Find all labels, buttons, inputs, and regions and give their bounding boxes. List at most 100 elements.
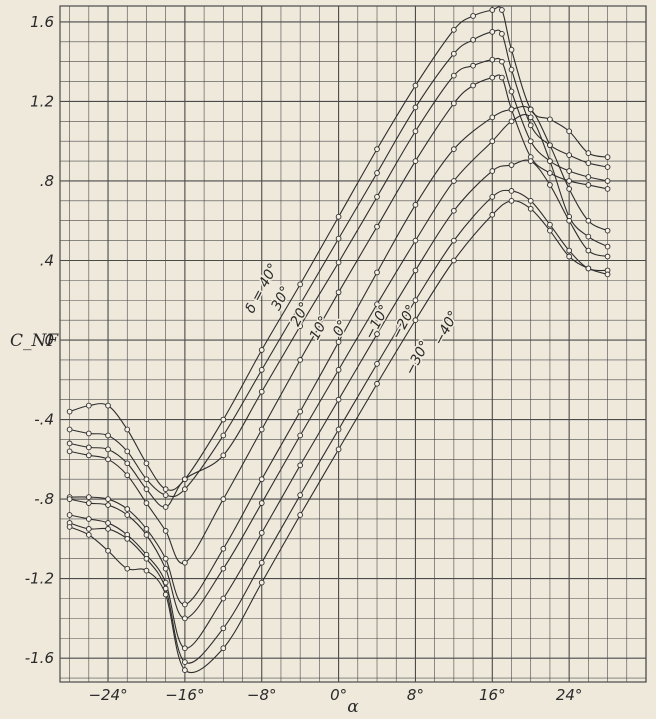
data-point — [374, 361, 380, 367]
data-point — [585, 233, 592, 240]
data-point — [143, 532, 150, 538]
data-point — [220, 595, 227, 602]
x-axis-label: α — [347, 697, 359, 717]
data-point — [412, 237, 419, 244]
data-point — [220, 416, 227, 423]
data-point — [508, 106, 515, 113]
data-point — [162, 504, 169, 510]
data-point — [508, 118, 515, 125]
data-point — [66, 440, 73, 447]
data-point — [297, 432, 304, 439]
data-point — [124, 448, 131, 455]
data-point — [220, 496, 227, 502]
data-point — [412, 201, 419, 208]
data-point — [220, 545, 227, 552]
series-2 — [66, 56, 611, 510]
data-point — [566, 178, 572, 184]
series-8 — [66, 197, 611, 674]
y-tick-label: 0 — [44, 331, 54, 349]
data-point — [585, 160, 592, 166]
data-point — [604, 253, 611, 260]
data-point — [374, 194, 380, 200]
data-point — [585, 182, 592, 188]
data-point — [604, 186, 611, 192]
y-tick-label: -.4 — [34, 411, 54, 429]
data-point — [297, 492, 304, 498]
data-point — [547, 182, 553, 188]
series-1 — [66, 28, 611, 498]
data-point — [374, 301, 380, 308]
grid-lines — [59, 5, 647, 683]
data-point — [508, 66, 515, 73]
data-point — [105, 432, 111, 439]
data-point — [124, 506, 131, 512]
data-point — [85, 494, 92, 500]
data-point — [547, 158, 553, 164]
data-point — [508, 88, 515, 95]
data-point — [162, 555, 169, 562]
data-point — [489, 7, 496, 13]
data-point — [85, 444, 92, 451]
data-point — [604, 154, 611, 160]
data-point — [220, 645, 227, 652]
data-point — [604, 164, 611, 170]
data-point — [143, 567, 150, 574]
data-point — [258, 579, 265, 586]
data-point — [143, 486, 150, 492]
data-point — [143, 555, 150, 562]
data-point — [374, 331, 380, 337]
data-point — [604, 178, 611, 184]
data-point — [374, 269, 380, 276]
data-point — [258, 476, 265, 483]
data-point — [297, 512, 304, 518]
data-point — [566, 186, 572, 192]
data-point — [499, 74, 505, 81]
data-point — [182, 486, 188, 492]
data-point — [335, 396, 342, 403]
data-point — [499, 30, 505, 37]
data-point — [143, 526, 150, 532]
data-point — [412, 317, 419, 323]
data-point — [297, 357, 304, 363]
data-point — [66, 426, 73, 433]
data-point — [451, 72, 457, 79]
data-point — [499, 7, 505, 13]
data-point — [489, 168, 496, 174]
data-point — [508, 197, 515, 204]
series-label: 20° — [288, 300, 314, 329]
data-point — [335, 289, 342, 296]
data-point — [335, 426, 342, 433]
data-point — [162, 591, 169, 598]
data-point — [66, 496, 73, 502]
data-point — [508, 188, 515, 194]
data-point — [374, 380, 380, 387]
data-point — [220, 565, 227, 572]
data-point — [547, 142, 553, 149]
data-point — [412, 128, 419, 135]
data-point — [297, 323, 304, 329]
data-point — [547, 227, 553, 234]
data-point — [604, 243, 611, 250]
data-point — [85, 532, 92, 538]
series-5 — [66, 114, 611, 622]
data-point — [105, 526, 111, 532]
data-point — [508, 162, 515, 168]
data-point — [297, 408, 304, 415]
data-point — [105, 547, 111, 554]
plot-frame — [59, 5, 647, 683]
data-point — [585, 265, 592, 272]
data-point — [412, 297, 419, 304]
series-line — [69, 29, 608, 498]
data-point — [105, 520, 111, 526]
series-0 — [66, 6, 611, 492]
data-point — [182, 645, 188, 652]
data-point — [527, 106, 534, 113]
data-point — [585, 174, 592, 180]
data-point — [297, 281, 304, 288]
y-tick-label: -1.6 — [25, 649, 54, 667]
data-point — [451, 207, 457, 214]
data-point — [258, 388, 265, 395]
data-point — [527, 205, 534, 212]
y-tick-label: -1.2 — [25, 570, 54, 588]
series-label: −40° — [431, 308, 462, 348]
